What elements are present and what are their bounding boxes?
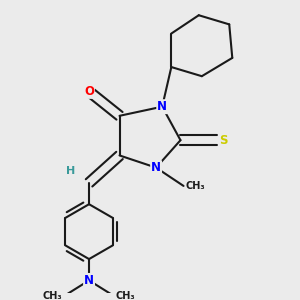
Text: CH₃: CH₃ [43, 291, 62, 300]
Text: O: O [84, 85, 94, 98]
Text: CH₃: CH₃ [116, 291, 135, 300]
Text: N: N [157, 100, 167, 113]
Text: S: S [219, 134, 227, 147]
Text: H: H [66, 166, 75, 176]
Text: N: N [151, 161, 161, 174]
Text: CH₃: CH₃ [186, 181, 206, 191]
Text: N: N [84, 274, 94, 287]
